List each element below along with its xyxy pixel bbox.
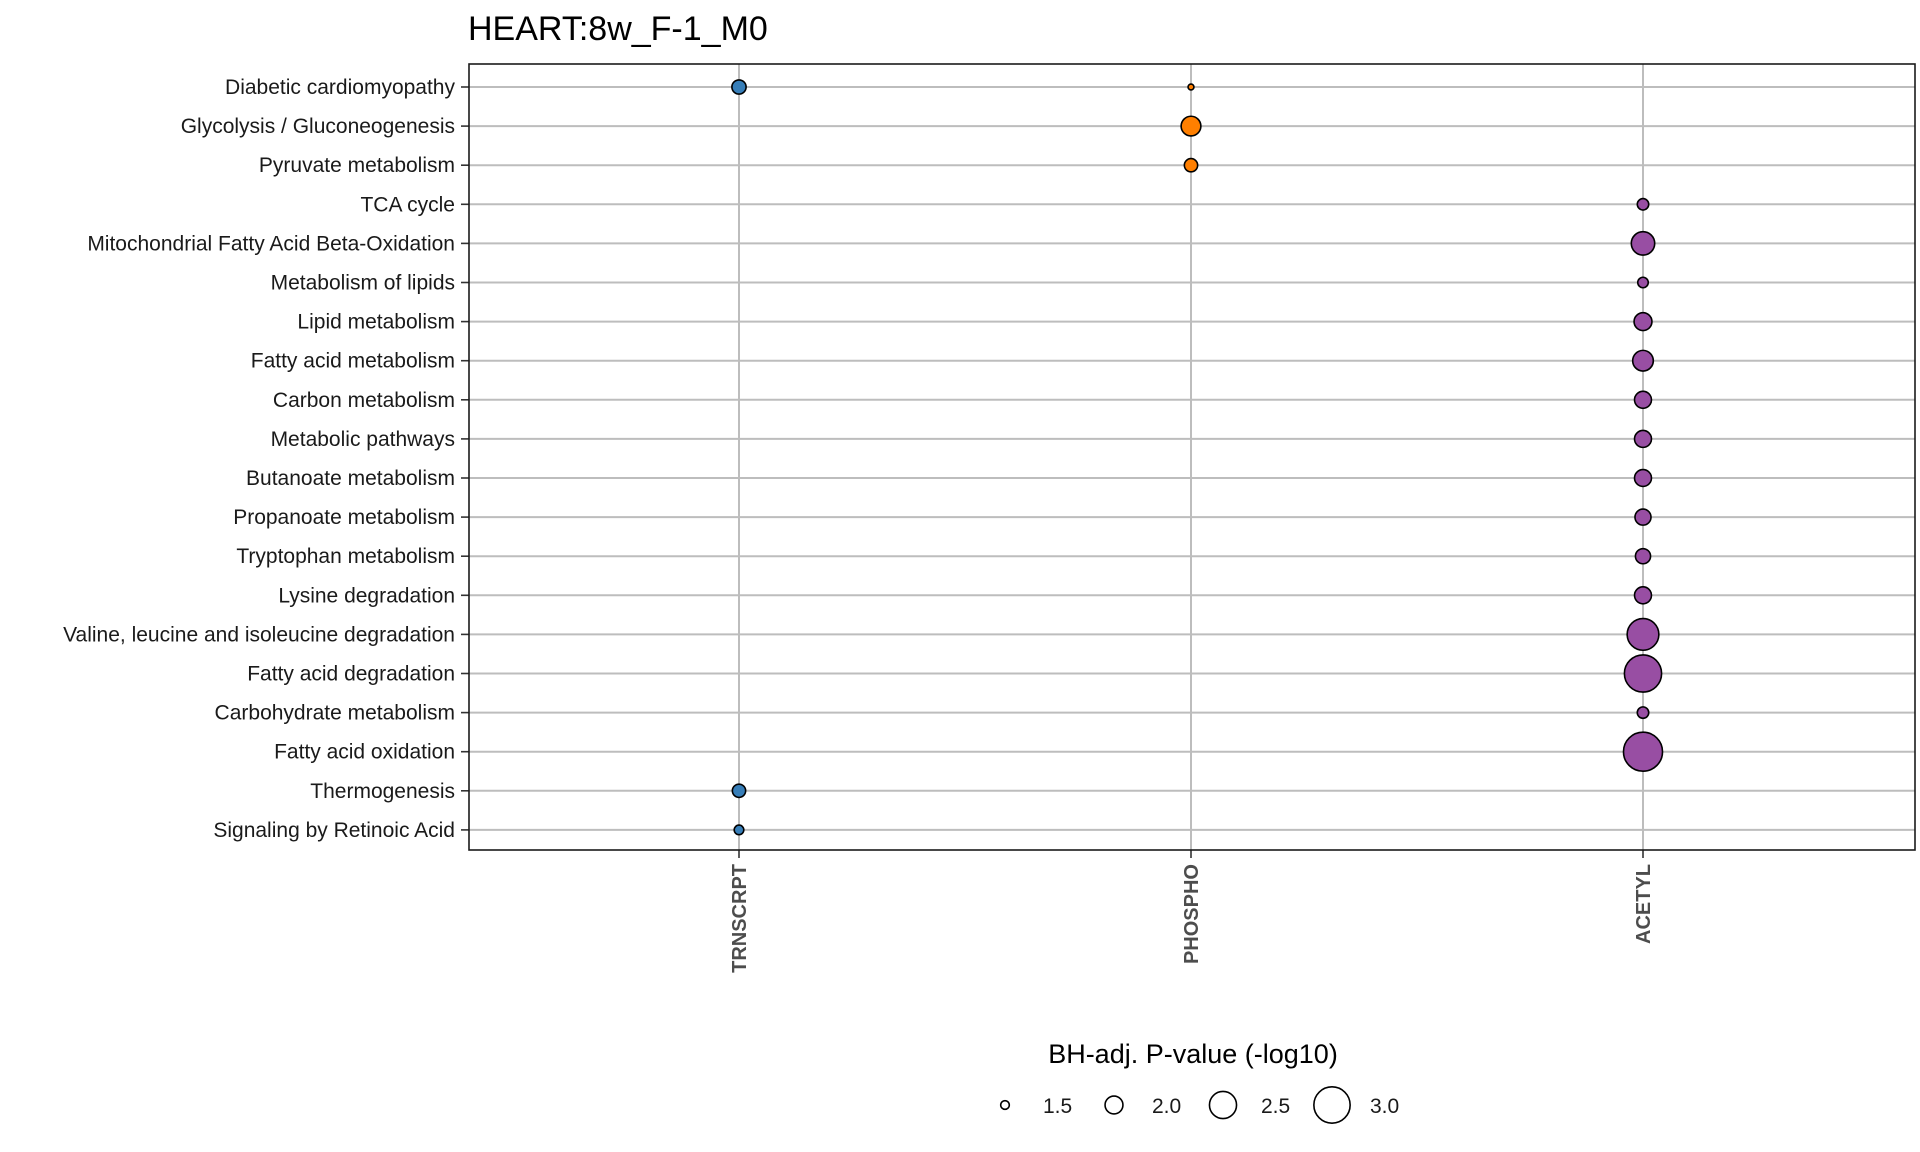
legend-label: 2.5 — [1261, 1095, 1290, 1118]
y-tick-label: Signaling by Retinoic Acid — [213, 819, 455, 842]
data-point — [1633, 429, 1653, 449]
data-point — [1634, 508, 1652, 526]
data-point — [1187, 83, 1195, 91]
y-tick-label: Tryptophan metabolism — [236, 545, 455, 568]
data-point — [1183, 157, 1199, 173]
data-point — [1634, 547, 1652, 565]
y-tick-label: Butanoate metabolism — [246, 467, 455, 490]
legend-key — [1208, 1090, 1238, 1120]
y-tick-label: Carbon metabolism — [273, 389, 455, 412]
data-point — [1630, 230, 1656, 256]
legend-label: 3.0 — [1370, 1095, 1399, 1118]
data-point — [733, 824, 745, 836]
y-tick-label: Mitochondrial Fatty Acid Beta-Oxidation — [87, 232, 455, 255]
x-tick-label: PHOSPHO — [1181, 864, 1203, 964]
y-tick-label: Valine, leucine and isoleucine degradati… — [63, 623, 455, 646]
y-tick-label: Lysine degradation — [278, 584, 455, 607]
size-legend: BH-adj. P-value (-log10) 1.5 2.0 2.5 3.0 — [999, 1039, 1399, 1124]
data-point — [1623, 654, 1663, 693]
data-point — [1633, 586, 1653, 605]
data-point — [1633, 390, 1653, 410]
data-point — [731, 79, 747, 95]
y-tick-label: Fatty acid metabolism — [251, 350, 455, 373]
x-axis-labels: TRNSCRPT PHOSPHO ACETYL — [729, 850, 1655, 973]
y-tick-label: Pyruvate metabolism — [259, 154, 455, 177]
x-tick-label: ACETYL — [1633, 864, 1655, 944]
data-point — [1636, 197, 1650, 211]
data-point — [731, 783, 747, 799]
data-point — [1636, 706, 1650, 720]
legend-key — [999, 1099, 1011, 1111]
data-point — [1636, 276, 1650, 289]
legend-key — [1313, 1086, 1351, 1124]
y-tick-label: Fatty acid oxidation — [274, 741, 455, 764]
data-point — [1180, 115, 1202, 137]
plot-panel-border — [468, 63, 1916, 851]
legend-label: 1.5 — [1043, 1095, 1072, 1118]
y-tick-label: Lipid metabolism — [297, 311, 455, 334]
data-point — [1626, 617, 1660, 652]
legend-label: 2.0 — [1152, 1095, 1181, 1118]
y-tick-label: Metabolism of lipids — [271, 272, 455, 295]
y-tick-label: Propanoate metabolism — [233, 506, 455, 529]
y-tick-label: TCA cycle — [360, 193, 455, 216]
legend-title: BH-adj. P-value (-log10) — [1048, 1039, 1338, 1069]
y-tick-label: Thermogenesis — [310, 780, 455, 803]
y-tick-label: Fatty acid degradation — [247, 663, 455, 686]
chart-title: HEART:8w_F-1_M0 — [468, 10, 768, 48]
data-point — [1633, 468, 1653, 488]
y-axis-labels: Diabetic cardiomyopathy Glycolysis / Gluc… — [63, 76, 469, 842]
data-point — [1622, 731, 1664, 773]
data-point — [1631, 349, 1655, 372]
y-tick-label: Diabetic cardiomyopathy — [225, 76, 455, 99]
data-point — [1633, 311, 1653, 332]
y-tick-label: Glycolysis / Gluconeogenesis — [181, 115, 455, 138]
grid-lines — [469, 64, 1915, 850]
x-tick-label: TRNSCRPT — [729, 864, 751, 973]
y-tick-label: Carbohydrate metabolism — [215, 702, 455, 725]
data-points — [731, 79, 1664, 836]
legend-key — [1104, 1095, 1124, 1115]
y-tick-label: Metabolic pathways — [271, 428, 455, 451]
